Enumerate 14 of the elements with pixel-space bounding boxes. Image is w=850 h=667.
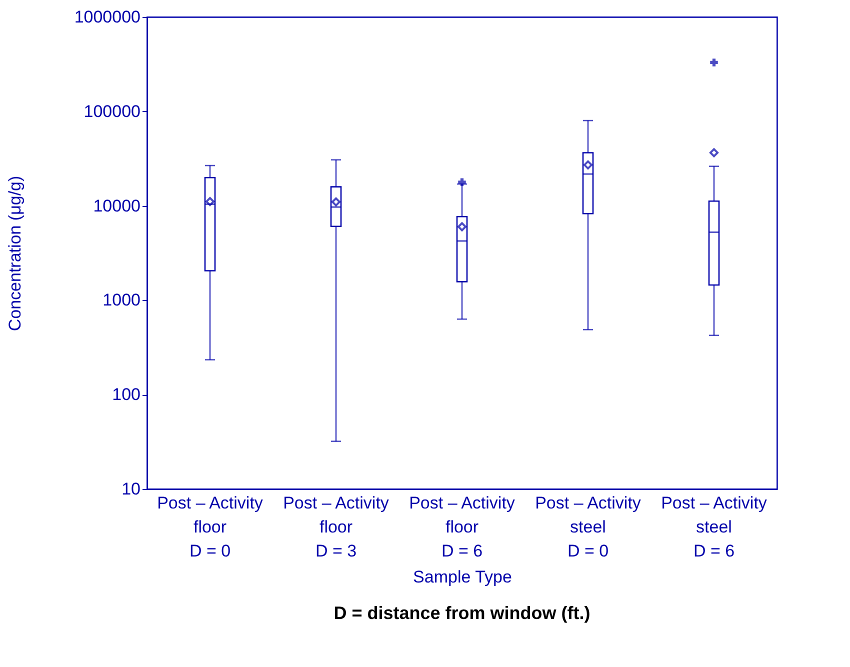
x-tick-label: Post – Activity floor D = 6	[409, 494, 516, 560]
x-tick-label: Post – Activity steel D = 0	[535, 494, 642, 560]
x-tick-label: Post – Activity floor D = 0	[157, 494, 264, 560]
y-tick-label: 100000	[84, 102, 140, 121]
y-tick-label: 1000	[102, 290, 140, 310]
y-tick-label: 1000000	[74, 8, 140, 26]
y-axis-title: Concentration (μg/g)	[5, 176, 24, 332]
x-tick-label: Post – Activity steel D = 6	[661, 494, 768, 560]
y-tick-label: 10000	[93, 196, 140, 216]
text: D = distance from window (ft.)	[334, 603, 590, 623]
y-tick-label: 10	[122, 480, 140, 498]
x-axis-title: Sample Type	[413, 568, 512, 586]
y-tick-label: 100	[112, 385, 140, 404]
x-tick-label: Post – Activity floor D = 3	[283, 494, 390, 560]
